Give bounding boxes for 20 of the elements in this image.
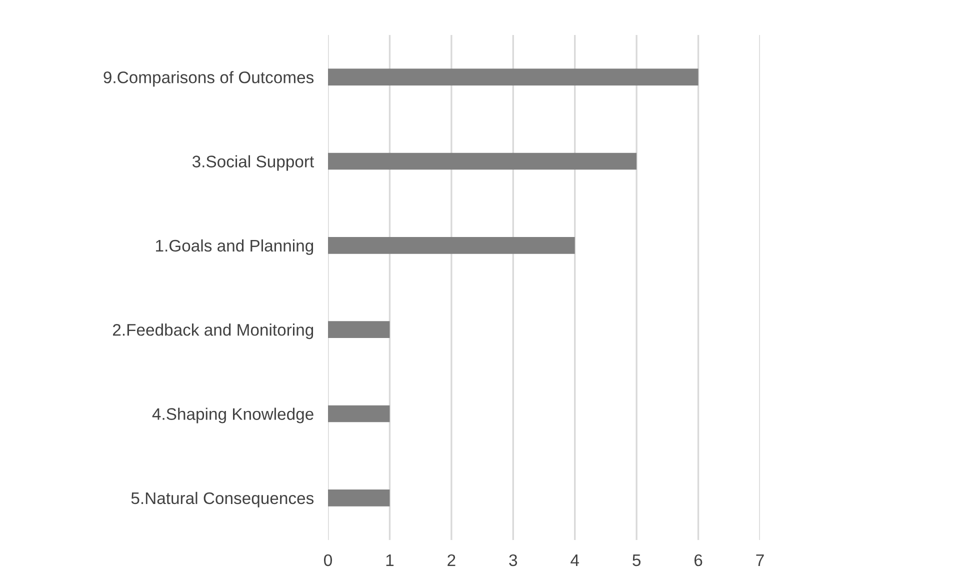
x-tick-label: 4 <box>570 554 580 566</box>
y-tick-label: 1.Goals and Planning <box>156 239 314 255</box>
x-tick-label: 6 <box>694 554 702 566</box>
bar <box>328 68 698 86</box>
y-tick-label: 2.Feedback and Monitoring <box>112 324 314 340</box>
x-tick-label: 7 <box>756 554 764 566</box>
bar <box>328 405 390 422</box>
x-tick-label: 2 <box>448 554 456 566</box>
x-tick-label: 5 <box>632 554 641 566</box>
y-tick-label: 3.Social Support <box>192 155 314 171</box>
bar <box>328 321 390 338</box>
bar <box>328 237 575 254</box>
x-tick-label: 1 <box>386 554 394 566</box>
y-tick-label: 9.Comparisons of Outcomes <box>104 71 314 87</box>
bar <box>328 152 637 170</box>
x-tick-label: 0 <box>324 554 332 566</box>
y-tick-label: 5.Natural Consequences <box>131 492 314 508</box>
x-tick-label: 3 <box>509 554 518 566</box>
bar <box>328 490 390 506</box>
y-tick-label: 4.Shaping Knowledge <box>152 408 314 424</box>
